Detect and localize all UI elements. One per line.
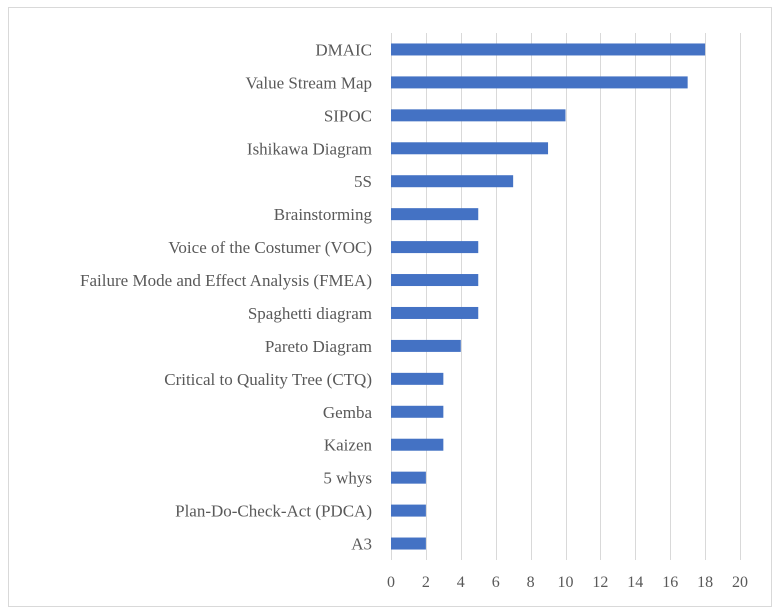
category-label: Spaghetti diagram [248,304,372,323]
bar-gemba [391,405,444,418]
bar-critical-to-quality-tree-ctq [391,372,444,385]
category-label: SIPOC [324,106,372,125]
x-tick-label: 2 [422,574,430,591]
category-label: Failure Mode and Effect Analysis (FMEA) [80,271,372,290]
category-label: Voice of the Costumer (VOC) [168,238,372,257]
bar-voice-of-the-costumer-voc [391,241,479,254]
bar-failure-mode-and-effect-analysis-fmea [391,274,479,287]
category-label: Ishikawa Diagram [247,139,372,158]
x-tick-label: 20 [732,574,748,591]
bar-spaghetti-diagram [391,306,479,319]
category-label: 5 whys [323,469,372,488]
category-labels: DMAIC Value Stream Map SIPOC Ishikawa Diagr… [80,40,372,553]
category-label: A3 [351,535,372,554]
x-tick-label: 12 [592,574,608,591]
x-tick-label: 18 [697,574,713,591]
x-axis-tick-labels: 0 2 4 6 8 10 12 14 16 18 20 [387,574,748,591]
bar-pareto-diagram [391,339,461,352]
bar-brainstorming [391,208,479,221]
bar-plan-do-check-act-pdca [391,504,426,517]
x-tick-label: 16 [662,574,678,591]
bar-kaizen [391,438,444,451]
bar-a3 [391,537,426,550]
bar-ishikawa-diagram [391,142,549,155]
x-tick-label: 4 [457,574,465,591]
x-tick-label: 14 [627,574,643,591]
bar-sipoc [391,109,566,122]
category-label: Value Stream Map [245,73,372,92]
category-label: Kaizen [324,436,373,455]
bar-dmaic [391,43,706,56]
x-tick-label: 0 [387,574,395,591]
x-tick-label: 8 [527,574,535,591]
category-label: Critical to Quality Tree (CTQ) [164,370,372,389]
category-label: Plan-Do-Check-Act (PDCA) [175,502,372,521]
category-label: Gemba [323,403,373,422]
bars [391,43,706,550]
category-label: DMAIC [315,40,372,59]
chart-frame [8,7,772,607]
category-label: Brainstorming [274,205,373,224]
x-tick-label: 6 [492,574,500,591]
bar-5-whys [391,471,426,484]
bar-value-stream-map [391,76,688,89]
category-label: 5S [354,172,372,191]
bar-5s [391,175,514,188]
category-label: Pareto Diagram [265,337,372,356]
x-tick-label: 10 [558,574,574,591]
